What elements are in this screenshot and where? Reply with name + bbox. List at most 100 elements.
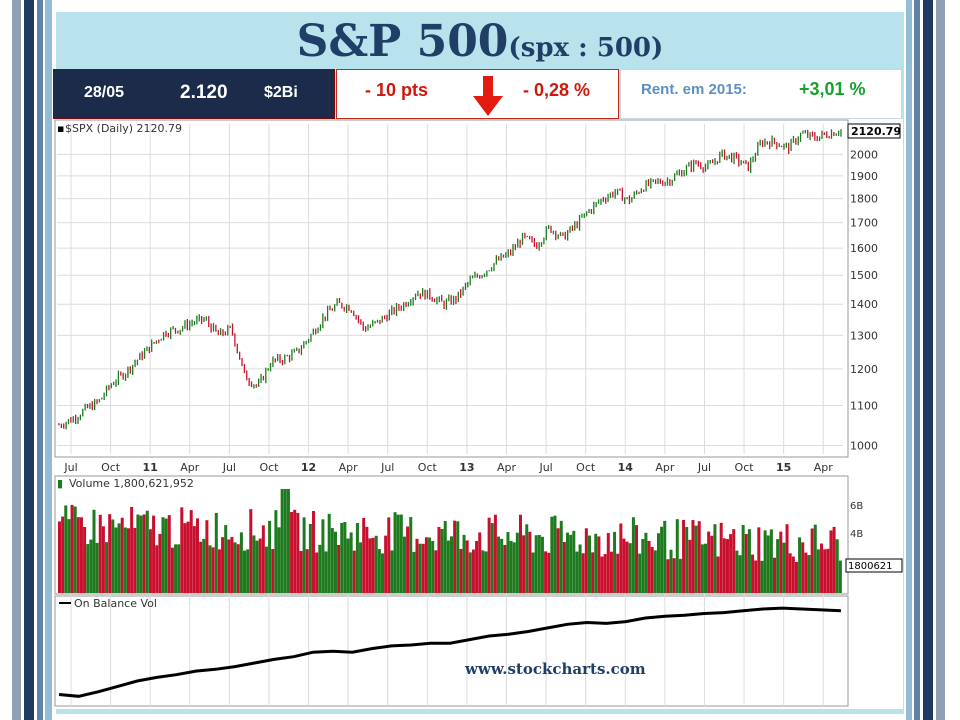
volume-bar [315,552,319,593]
volume-bar [443,521,447,593]
volume-bar [484,551,488,593]
volume-bar [83,526,87,593]
price-x-tick: 11 [143,461,158,474]
volume-bar [478,532,482,593]
volume-bar [744,533,748,593]
volume-bar [217,549,221,593]
volume-bar [500,538,504,593]
volume-bar [418,543,422,593]
volume-bar [390,550,394,593]
volume-bar [67,519,71,593]
price-y-tick: 1700 [850,217,878,230]
price-y-axis: 1000 1100 1200 1300 1400 1500 1600 1700 1800 1900… [850,148,878,452]
volume-bar [603,554,607,593]
volume-bar [838,560,842,593]
volume-bar [123,527,127,593]
volume-bar [566,532,570,593]
volume-bar [346,538,350,593]
volume-bar [462,534,466,593]
volume-bar [211,547,215,593]
change-box: - 10 pts - 0,28 % [336,69,619,119]
volume-bar [192,526,196,593]
volume-bars [58,489,842,593]
volume-bar [277,527,281,593]
volume-bar [628,543,632,593]
volume-bar [550,516,554,593]
volume-bar [704,543,708,593]
volume-bar [738,555,742,593]
price-x-tick: Oct [418,461,438,474]
volume-bar [421,543,425,593]
summary-close: 2.120 [180,82,228,103]
volume-bar [697,521,701,593]
volume-bar [371,537,375,593]
volume-bar [581,553,585,593]
volume-bar [719,522,723,593]
price-x-tick: 14 [618,461,634,474]
volume-bar [835,539,839,593]
volume-bar [691,520,695,593]
volume-bar [584,528,588,593]
volume-panel-title: Volume 1,800,621,952 [69,477,194,490]
vol-tick-4b: 4B [850,529,863,540]
volume-bar [208,545,212,593]
volume-bar [189,510,193,593]
volume-bar [531,552,535,593]
volume-bar [791,556,795,593]
price-y-tick: 1500 [850,269,878,282]
page-title: S&P 500(spx : 500) [0,16,960,67]
price-panel [54,119,849,458]
volume-bar [785,524,789,593]
volume-bar [553,515,557,593]
volume-bar [283,489,287,593]
volume-bar [619,523,623,593]
left-stripe-4 [45,0,52,720]
price-x-tick: Apr [180,461,200,474]
volume-bar [261,525,265,593]
source-url[interactable]: www.stockcharts.com [465,660,646,678]
volume-bar [396,514,400,593]
volume-bar [440,528,444,593]
volume-bar [729,534,733,593]
volume-bar [61,516,65,593]
volume-bar [327,513,331,593]
volume-bar [406,526,410,593]
volume-bar [183,523,187,593]
volume-bar [757,527,761,593]
volume-bar [446,540,450,593]
summary-volume: $2Bi [264,84,298,101]
volume-bar [252,535,256,593]
volume-bar [434,550,438,593]
volume-bar [741,525,745,593]
price-y-tick: 1800 [850,193,878,206]
volume-bar [653,550,657,593]
price-x-tick: Oct [735,461,755,474]
volume-bar [578,544,582,593]
volume-bar [139,515,143,593]
right-stripe-1 [906,0,912,720]
volume-bar [437,526,441,593]
volume-bar [233,542,237,593]
volume-bar [635,525,639,593]
price-y-tick: 1000 [850,440,878,453]
volume-bar [506,532,510,593]
volume-bar [92,509,96,593]
volume-bar [490,523,494,593]
volume-bar [399,514,403,593]
volume-bar [170,547,174,593]
volume-bar [73,506,77,593]
volume-bar [497,536,501,593]
volume-bar [713,524,717,593]
volume-bar [384,535,388,593]
ytd-value: +3,01 % [799,79,866,99]
price-candles [58,129,842,430]
volume-bar [264,546,268,593]
title-sub: (spx : 500) [508,33,664,63]
last-volume-label: 1800621 [848,561,893,572]
volume-bar [409,517,413,593]
volume-bar [594,533,598,593]
volume-bar [471,549,475,593]
volume-bar [205,520,209,593]
volume-bar [324,551,328,593]
volume-bar [186,521,190,593]
